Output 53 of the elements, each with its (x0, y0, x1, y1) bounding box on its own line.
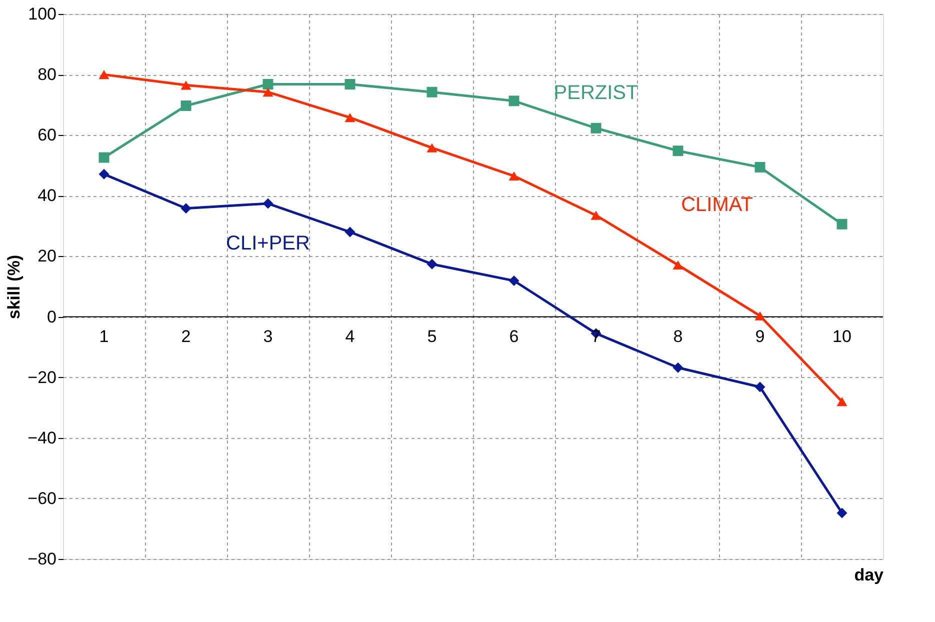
point (262, 88, 274, 97)
point (98, 168, 110, 180)
point (426, 258, 438, 270)
x-tick-label: 8 (673, 326, 683, 346)
point (426, 143, 438, 152)
point (98, 152, 110, 163)
y-tick-label: −80 (28, 550, 56, 568)
point (426, 86, 438, 98)
point (344, 79, 356, 90)
x-tick-label: 3 (263, 326, 273, 346)
x-tick-label: 2 (181, 326, 191, 346)
point (590, 122, 602, 134)
y-tick-label: 100 (28, 4, 56, 24)
x-tick-label: 10 (832, 326, 852, 346)
point (180, 100, 192, 111)
y-tick-label: 80 (38, 65, 56, 84)
x-tick-label: 6 (509, 326, 519, 346)
point (672, 146, 684, 156)
y-tick-label: 20 (38, 246, 56, 266)
point (180, 203, 192, 214)
point (344, 113, 356, 122)
x-tick-label: 4 (345, 326, 355, 346)
y-tick-label: 0 (47, 307, 56, 326)
point (508, 276, 520, 286)
x-tick-label: 9 (755, 326, 765, 346)
point (98, 70, 110, 80)
point (836, 218, 848, 230)
y-axis-title: skill (%) (4, 254, 24, 320)
y-tick-label: −60 (28, 488, 56, 508)
text: CLIMAT (681, 194, 753, 216)
point (180, 80, 192, 90)
point (262, 79, 274, 90)
point (508, 96, 520, 106)
point (672, 362, 684, 373)
point (836, 397, 848, 406)
y-tick-label: 40 (38, 186, 56, 206)
point (754, 162, 766, 172)
point (836, 508, 848, 518)
point (590, 210, 602, 220)
point (672, 260, 684, 270)
x-tick-label: 5 (427, 326, 437, 346)
point (262, 198, 274, 209)
point (508, 171, 520, 181)
point (344, 226, 356, 238)
point (754, 382, 766, 392)
series-label: PERZIST (554, 82, 638, 104)
series-label: CLI+PER (226, 232, 310, 255)
y-tick-label: −40 (28, 428, 56, 448)
y-tick-label: 60 (38, 126, 56, 145)
x-tick-label: 1 (99, 326, 109, 346)
y-tick-label: −20 (28, 368, 56, 387)
x-axis-title: day (854, 566, 884, 584)
point (754, 311, 766, 320)
